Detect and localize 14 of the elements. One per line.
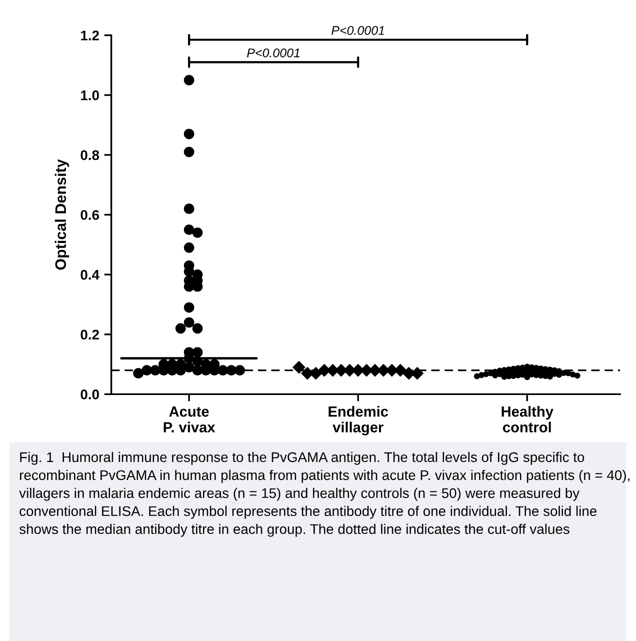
y-tick-label: 1.2 — [81, 30, 99, 40]
y-tick-label: 0.2 — [80, 330, 99, 340]
x-tick-label: Healthy control — [502, 406, 554, 432]
y-tick-label: 0.0 — [80, 390, 99, 400]
y-tick-label: 0.4 — [80, 270, 100, 280]
text: P<0.0001 — [332, 26, 384, 35]
y-tick-label: 1.0 — [81, 90, 99, 100]
y-tick-label: 0.8 — [80, 150, 100, 160]
annotation: P<0.0001 — [247, 48, 300, 58]
y-tick-label: 0.6 — [80, 210, 99, 220]
y-axis-title: Optical Density — [54, 159, 70, 270]
x-tick-label: Endemic villager — [328, 406, 388, 436]
caption: Fig. 1 Humoral immune response to the PvGAMA antigen. The total levels of IgG specific to recombinant PvGAMA in human plasma from patients with acute P. vivax infection patients (n = 40), villagers in malaria endemic areas (n = 15) and healthy controls (n = 50) were measured by conventional ELISA. Each symbol represents the antibody titre of one individual. The solid line shows the median antibody titre in each group. The dotted line indicates the cut-off values — [19, 452, 630, 537]
x-tick-label: Acute P. vivax — [164, 406, 216, 432]
